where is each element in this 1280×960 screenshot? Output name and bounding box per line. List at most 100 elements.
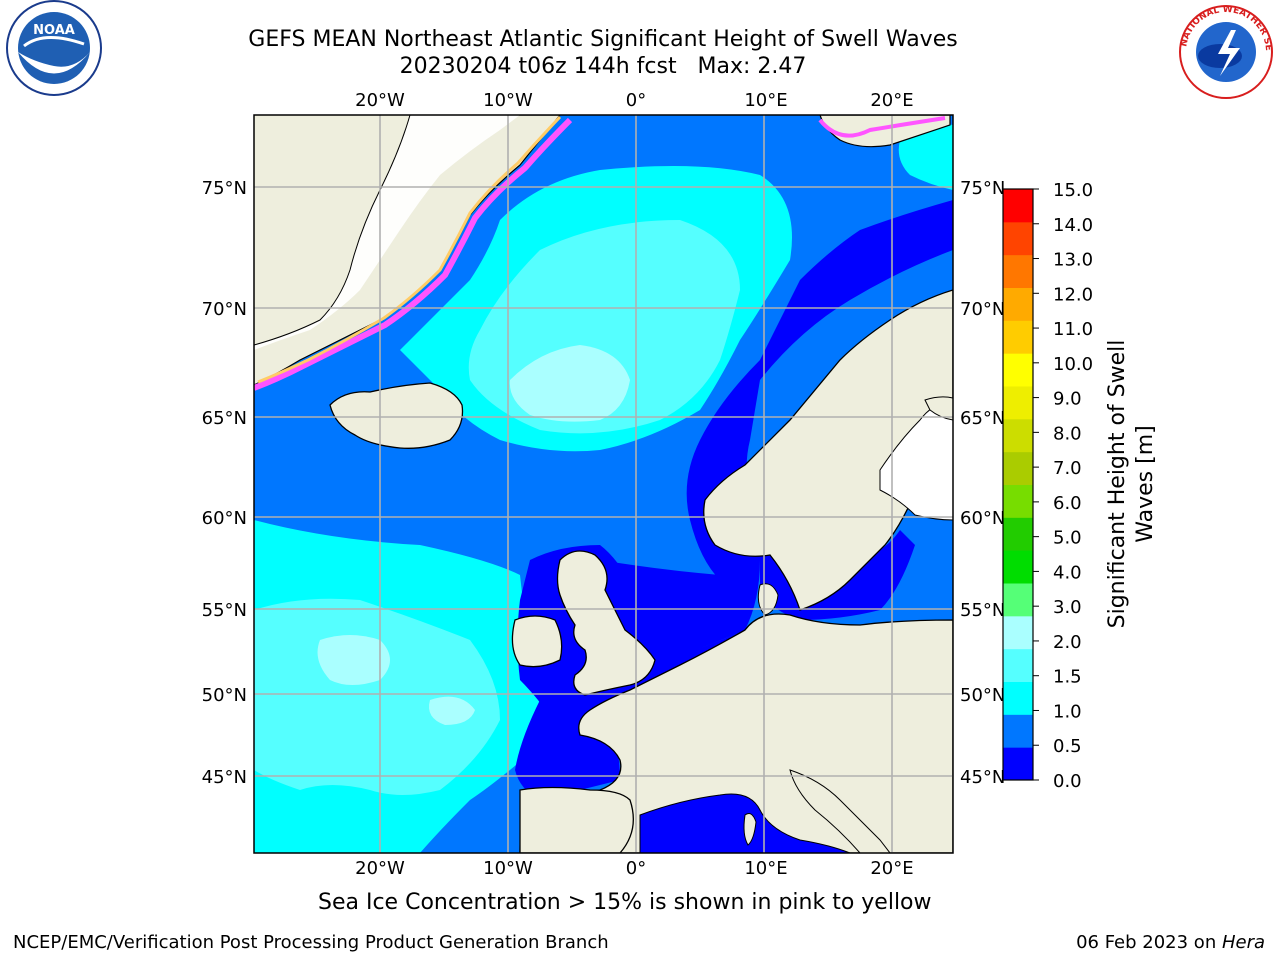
credit-left: NCEP/EMC/Verification Post Processing Pr…	[13, 932, 609, 953]
colorbar-ticks: 15.0 14.0 13.0 12.0 11.0 10.0 9.0 8.0 7.0 6.0 5.0 4…	[1033, 180, 1093, 792]
land-greenland-coast	[254, 115, 411, 346]
colorbar-tick-label: 6.0	[1053, 493, 1082, 514]
sea-ice-svalbard	[818, 116, 946, 138]
lon-label-top: 20°E	[870, 90, 913, 111]
swell-band-1-5	[254, 598, 500, 795]
lat-label-right: 45°N	[960, 767, 1005, 788]
land-finland	[924, 396, 953, 421]
land-italy	[789, 769, 891, 853]
colorbar-label-line2: Waves [m]	[1133, 425, 1158, 542]
map-panel	[254, 115, 953, 853]
lon-label-bottom: 10°W	[483, 858, 533, 879]
colorbar-segment	[1003, 615, 1033, 650]
lat-label-left: 55°N	[202, 600, 247, 621]
colorbar-frame	[1002, 188, 1034, 781]
nws-logo: NATIONAL WEATHER SERVICE	[1173, 0, 1276, 104]
swell-band-2-0-patch	[429, 696, 475, 725]
colorbar-segment	[1003, 484, 1033, 518]
colorbar-label-line1: Significant Height of Swell	[1105, 340, 1130, 629]
colorbar-tick-label: 10.0	[1053, 354, 1093, 375]
colorbar-segment	[1003, 583, 1033, 617]
land-iceland	[329, 382, 464, 449]
lat-labels-right: 75°N 70°N 65°N 60°N 55°N 50°N 45°N	[960, 178, 1005, 788]
colorbar-tick-label: 5.0	[1053, 528, 1082, 549]
credit-host: Hera	[1221, 932, 1265, 953]
lon-label-bottom: 10°E	[744, 858, 787, 879]
map-frame	[253, 114, 954, 854]
lon-label-bottom: 0°	[626, 858, 646, 879]
swell-band-barents	[898, 124, 953, 190]
colorbar-tick-label: 1.0	[1053, 701, 1082, 722]
colorbar-tick-label: 13.0	[1053, 250, 1093, 271]
colorbar-tick-label: 8.0	[1053, 423, 1082, 444]
colorbar	[1003, 189, 1033, 781]
colorbar-segment	[1003, 189, 1033, 223]
lat-label-left: 50°N	[202, 685, 247, 706]
colorbar-tick-label: 14.0	[1053, 215, 1093, 236]
lat-label-left: 60°N	[202, 508, 247, 529]
map-subtitle: 20230204 t06z 144h fcst Max: 2.47	[399, 54, 807, 79]
land-iberia	[519, 786, 634, 853]
lon-label-top: 0°	[626, 90, 646, 111]
land-corsica	[743, 813, 757, 846]
lat-label-left: 70°N	[202, 299, 247, 320]
land-bothnia-ice	[879, 403, 953, 521]
lat-label-right: 55°N	[960, 600, 1005, 621]
noaa-logo-text: NOAA	[33, 23, 75, 38]
sea-ice-footnote: Sea Ice Concentration > 15% is shown in …	[318, 890, 932, 915]
lon-label-top: 10°E	[744, 90, 787, 111]
colorbar-tick-label: 1.5	[1053, 667, 1082, 688]
colorbar-tick-label: 11.0	[1053, 319, 1093, 340]
colorbar-segment	[1003, 681, 1033, 715]
sea-ice-greenland	[254, 117, 573, 391]
colorbar-segment	[1003, 221, 1033, 256]
lon-label-top: 20°W	[355, 90, 405, 111]
credit-right: 06 Feb 2023 on Hera	[1076, 932, 1265, 953]
lon-label-bottom: 20°W	[355, 858, 405, 879]
colorbar-segment	[1003, 747, 1033, 781]
colorbar-segment	[1003, 451, 1033, 485]
lat-label-right: 75°N	[960, 178, 1005, 199]
colorbar-tick-label: 2.0	[1053, 632, 1082, 653]
lon-labels-top: 20°W 10°W 0° 10°E 20°E	[355, 90, 913, 111]
colorbar-segment	[1003, 386, 1033, 420]
colorbar-tick-label: 0.5	[1053, 736, 1082, 757]
colorbar-label: Significant Height of Swell Waves [m]	[1105, 340, 1158, 629]
lat-label-left: 45°N	[202, 767, 247, 788]
lon-labels-bottom: 20°W 10°W 0° 10°E 20°E	[355, 858, 913, 879]
colorbar-segment	[1003, 550, 1033, 584]
lat-label-right: 50°N	[960, 685, 1005, 706]
colorbar-tick-label: 7.0	[1053, 458, 1082, 479]
credit-date: 06 Feb 2023 on	[1076, 932, 1222, 953]
colorbar-segment	[1003, 517, 1033, 551]
lat-label-right: 70°N	[960, 299, 1005, 320]
colorbar-tick-label: 9.0	[1053, 389, 1082, 410]
noaa-logo: NOAA	[4, 0, 104, 104]
colorbar-tick-label: 4.0	[1053, 562, 1082, 583]
colorbar-tick-label: 3.0	[1053, 597, 1082, 618]
colorbar-segment	[1003, 353, 1033, 387]
lon-label-top: 10°W	[483, 90, 533, 111]
map-title: GEFS MEAN Northeast Atlantic Significant…	[248, 27, 958, 52]
lat-label-right: 65°N	[960, 408, 1005, 429]
swell-band-2-0-south	[317, 635, 390, 685]
colorbar-segment	[1003, 320, 1033, 354]
swell-band-2-0	[509, 345, 630, 422]
colorbar-segment	[1003, 648, 1033, 682]
colorbar-segment	[1003, 714, 1033, 748]
land-scandinavia	[703, 289, 953, 611]
sea-ice-greenland-inner	[257, 115, 562, 384]
colorbar-tick-label: 15.0	[1053, 180, 1093, 201]
land-great-britain	[556, 550, 656, 696]
lat-labels-left: 75°N 70°N 65°N 60°N 55°N 50°N 45°N	[202, 178, 247, 788]
lat-label-right: 60°N	[960, 508, 1005, 529]
lat-label-left: 75°N	[202, 178, 247, 199]
graticule	[254, 115, 953, 853]
colorbar-tick-label: 0.0	[1053, 771, 1082, 792]
land-ireland	[511, 615, 563, 668]
colorbar-segment	[1003, 418, 1033, 453]
colorbar-segment	[1003, 287, 1033, 321]
colorbar-tick-label: 12.0	[1053, 284, 1093, 305]
lon-label-bottom: 20°E	[870, 858, 913, 879]
